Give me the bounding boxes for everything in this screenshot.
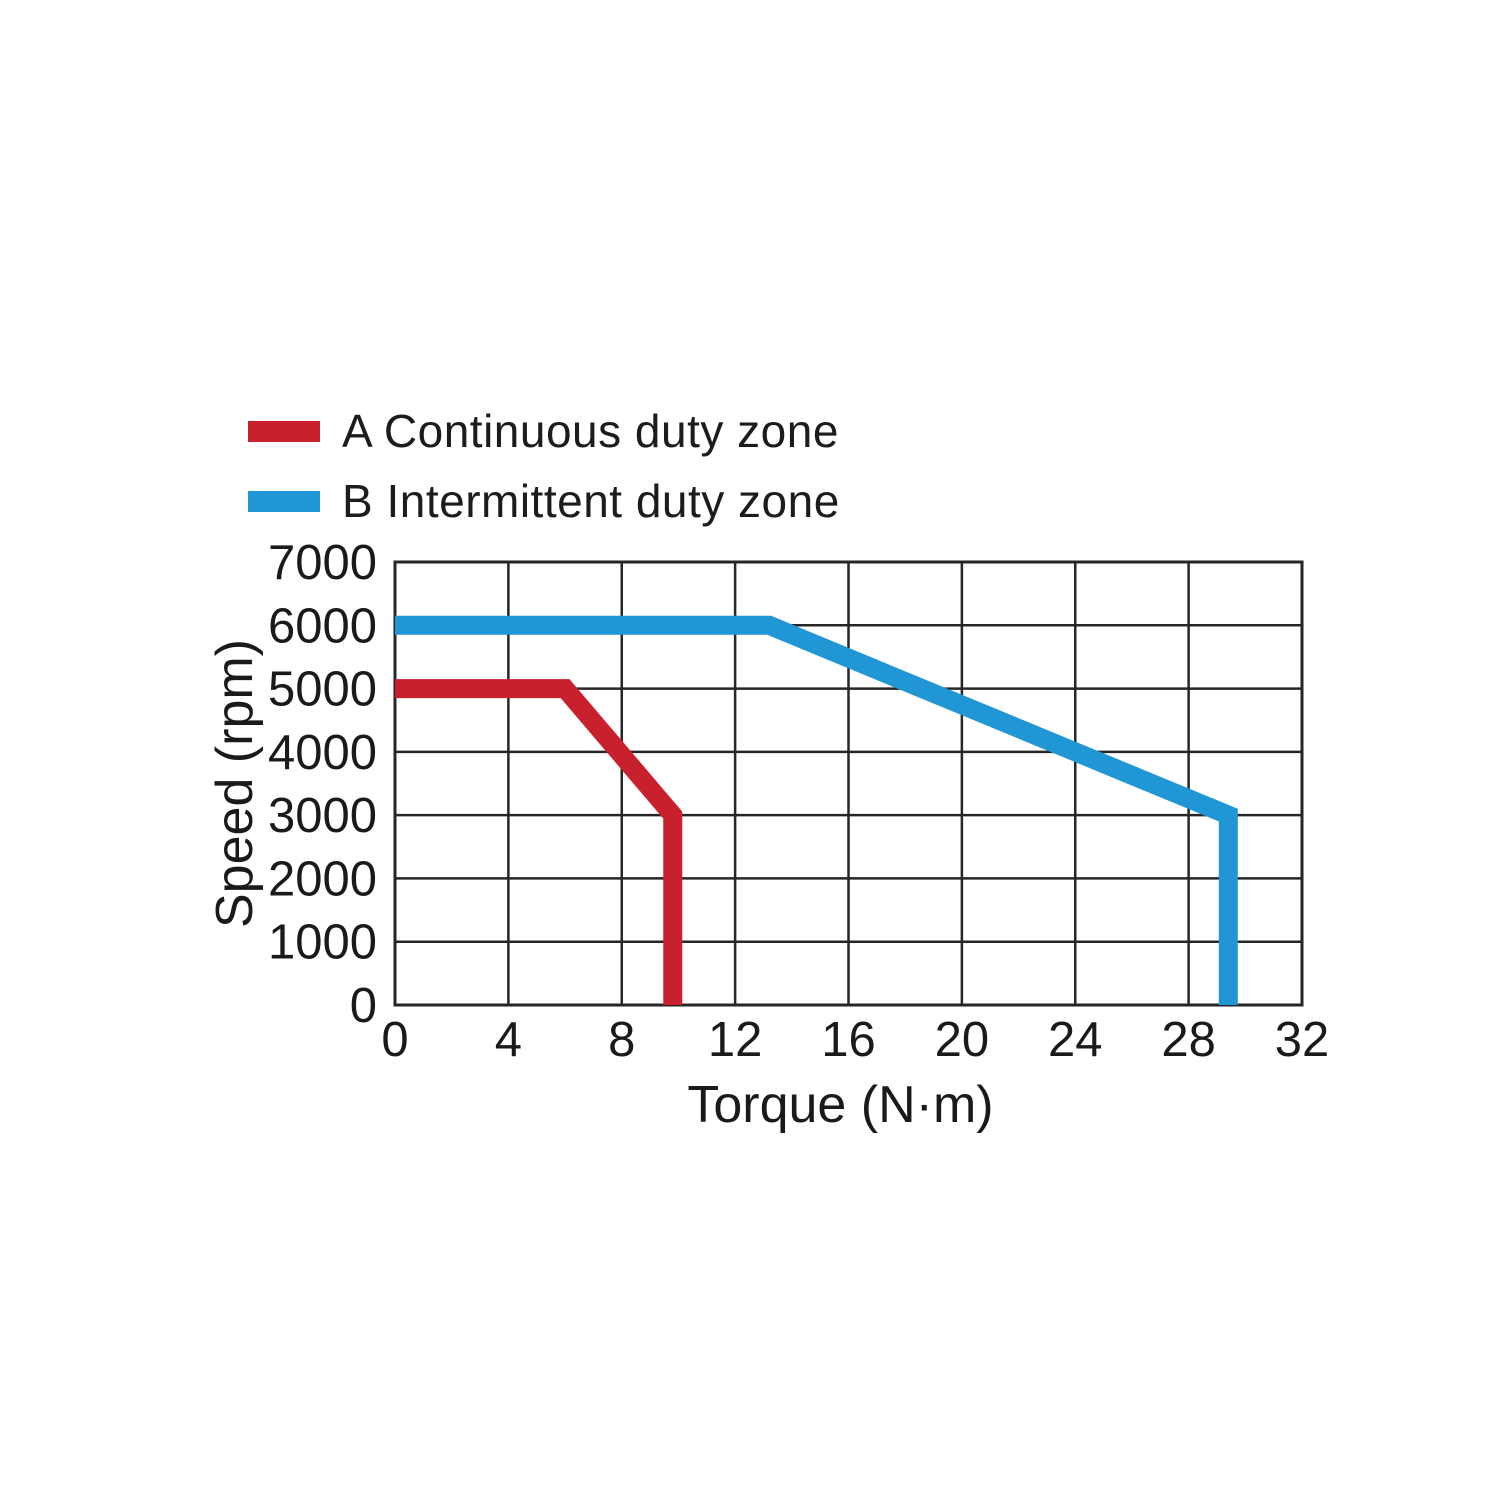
x-tick-label: 32 [1275,1013,1330,1067]
y-axis-title: Speed (rpm) [206,639,264,928]
y-tick-label: 4000 [268,726,377,780]
legend: A Continuous duty zone B Intermittent du… [248,396,840,536]
y-tick-label: 5000 [268,663,377,717]
plot-border [393,560,1304,1007]
y-tick-label: 6000 [268,599,377,653]
x-tick-label: 24 [1048,1013,1103,1067]
y-tick-label: 2000 [268,852,377,906]
x-tick-label: 28 [1161,1013,1216,1067]
x-tick-label: 20 [935,1013,990,1067]
x-tick-label: 12 [708,1013,763,1067]
series-line-intermittent [395,615,1238,1005]
x-tick-label: 4 [495,1013,522,1067]
legend-label-continuous: A Continuous duty zone [342,405,839,457]
legend-item-intermittent: B Intermittent duty zone [248,466,840,536]
y-tick-label: 0 [350,979,377,1033]
legend-swatch-intermittent-icon [248,490,320,512]
y-tick-label: 3000 [268,789,377,843]
series-line-continuous [395,679,683,1005]
x-tick-label: 16 [821,1013,876,1067]
legend-item-continuous: A Continuous duty zone [248,396,840,466]
x-tick-label: 8 [608,1013,635,1067]
legend-label-intermittent: B Intermittent duty zone [342,475,840,527]
x-tick-label: 0 [381,1013,408,1067]
y-tick-label: 1000 [268,916,377,970]
legend-swatch-continuous-icon [248,420,320,442]
y-tick-label: 7000 [268,536,377,590]
x-axis-title: Torque (N·m) [687,1076,993,1134]
